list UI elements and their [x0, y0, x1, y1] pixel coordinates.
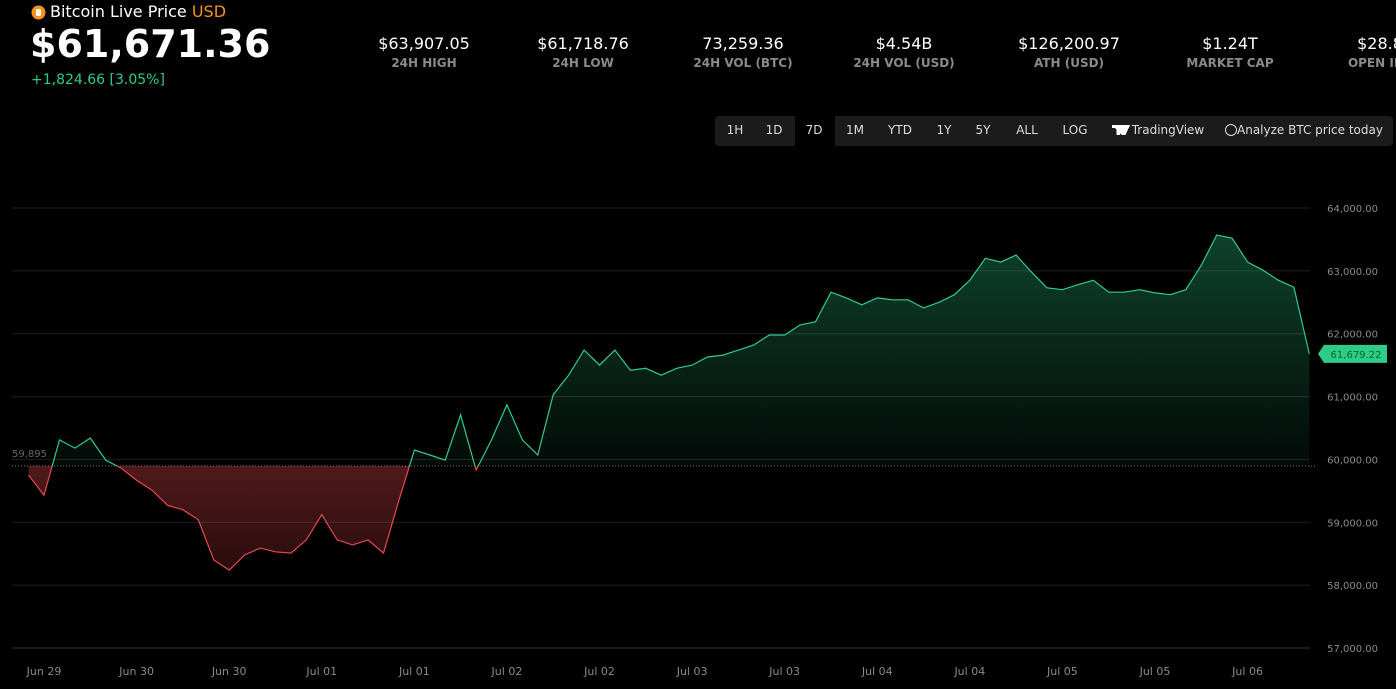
- x-tick-label: Jul 06: [1231, 665, 1263, 678]
- x-tick-label: Jul 05: [1139, 665, 1171, 678]
- y-tick-label: 58,000.00: [1327, 581, 1378, 592]
- price: $61,671.36: [30, 22, 271, 66]
- button[interactable]: Analyze BTC price today: [1237, 123, 1383, 137]
- area: [28, 235, 1310, 571]
- x-tick-label: Jun 30: [118, 665, 154, 678]
- stat-value: $1.24T: [1202, 34, 1258, 53]
- active-button-bg: [795, 116, 835, 146]
- button[interactable]: YTD: [888, 123, 912, 137]
- y-tick-label: 62,000.00: [1327, 330, 1378, 341]
- button[interactable]: 1M: [846, 123, 864, 137]
- button[interactable]: LOG: [1062, 123, 1088, 137]
- stat-label: OPEN INT: [1347, 56, 1396, 70]
- x-tick-label: Jun 29: [26, 665, 62, 678]
- x-tick-label: Jul 05: [1046, 665, 1078, 678]
- stat-label: 24H HIGH: [391, 56, 457, 70]
- stat-value: $28.8: [1357, 34, 1396, 53]
- y-tick-label: 57,000.00: [1327, 644, 1378, 655]
- button[interactable]: 1Y: [936, 123, 952, 137]
- stat-value: $4.54B: [875, 34, 933, 53]
- button[interactable]: 1D: [765, 123, 783, 137]
- button[interactable]: ALL: [1016, 123, 1038, 137]
- y-tick-label: 63,000.00: [1327, 267, 1378, 278]
- button[interactable]: TradingView: [1131, 123, 1205, 137]
- x-tick-label: Jul 03: [676, 665, 708, 678]
- bitcoin-icon: [31, 5, 46, 20]
- x-tick-label: Jul 01: [398, 665, 430, 678]
- button[interactable]: 5Y: [975, 123, 991, 137]
- stat-value: $63,907.05: [378, 34, 470, 53]
- stat-value: $126,200.97: [1018, 34, 1120, 53]
- title-wrap: Bitcoin Live Price USD: [50, 2, 226, 21]
- x-tick-label: Jul 01: [305, 665, 337, 678]
- title: Bitcoin Live Price: [50, 2, 187, 21]
- price-line: [28, 234, 1310, 571]
- change: +1,824.66 [3.05%]: [31, 72, 165, 88]
- y-tick-label: 59,000.00: [1327, 518, 1378, 529]
- stat-label: 24H LOW: [552, 56, 614, 70]
- x-tick-label: Jul 04: [861, 665, 893, 678]
- baseline-label: 59,895: [12, 449, 47, 460]
- price-tag-label: 61,679.22: [1331, 350, 1382, 361]
- tv-icon: [1112, 125, 1130, 135]
- stat-label: 24H VOL (USD): [853, 56, 955, 70]
- x-tick-label: Jul 02: [491, 665, 523, 678]
- stat-value: $61,718.76: [537, 34, 629, 53]
- x-tick-label: Jul 04: [953, 665, 985, 678]
- x-tick-label: Jun 30: [211, 665, 247, 678]
- x-tick-label: Jul 03: [768, 665, 800, 678]
- button[interactable]: 7D: [805, 123, 823, 137]
- y-tick-label: 60,000.00: [1327, 455, 1378, 466]
- button[interactable]: 1H: [726, 123, 744, 137]
- price-tag: [1318, 344, 1387, 363]
- stat-label: MARKET CAP: [1186, 56, 1274, 70]
- currency: USD: [191, 2, 227, 21]
- stat-label: 24H VOL (BTC): [693, 56, 793, 70]
- analyze-icon: [1225, 124, 1237, 136]
- stat-value: 73,259.36: [702, 34, 784, 53]
- x-tick-label: Jul 02: [583, 665, 615, 678]
- y-tick-label: 64,000.00: [1327, 204, 1378, 215]
- y-tick-label: 61,000.00: [1327, 393, 1378, 404]
- stat-label: ATH (USD): [1033, 56, 1105, 70]
